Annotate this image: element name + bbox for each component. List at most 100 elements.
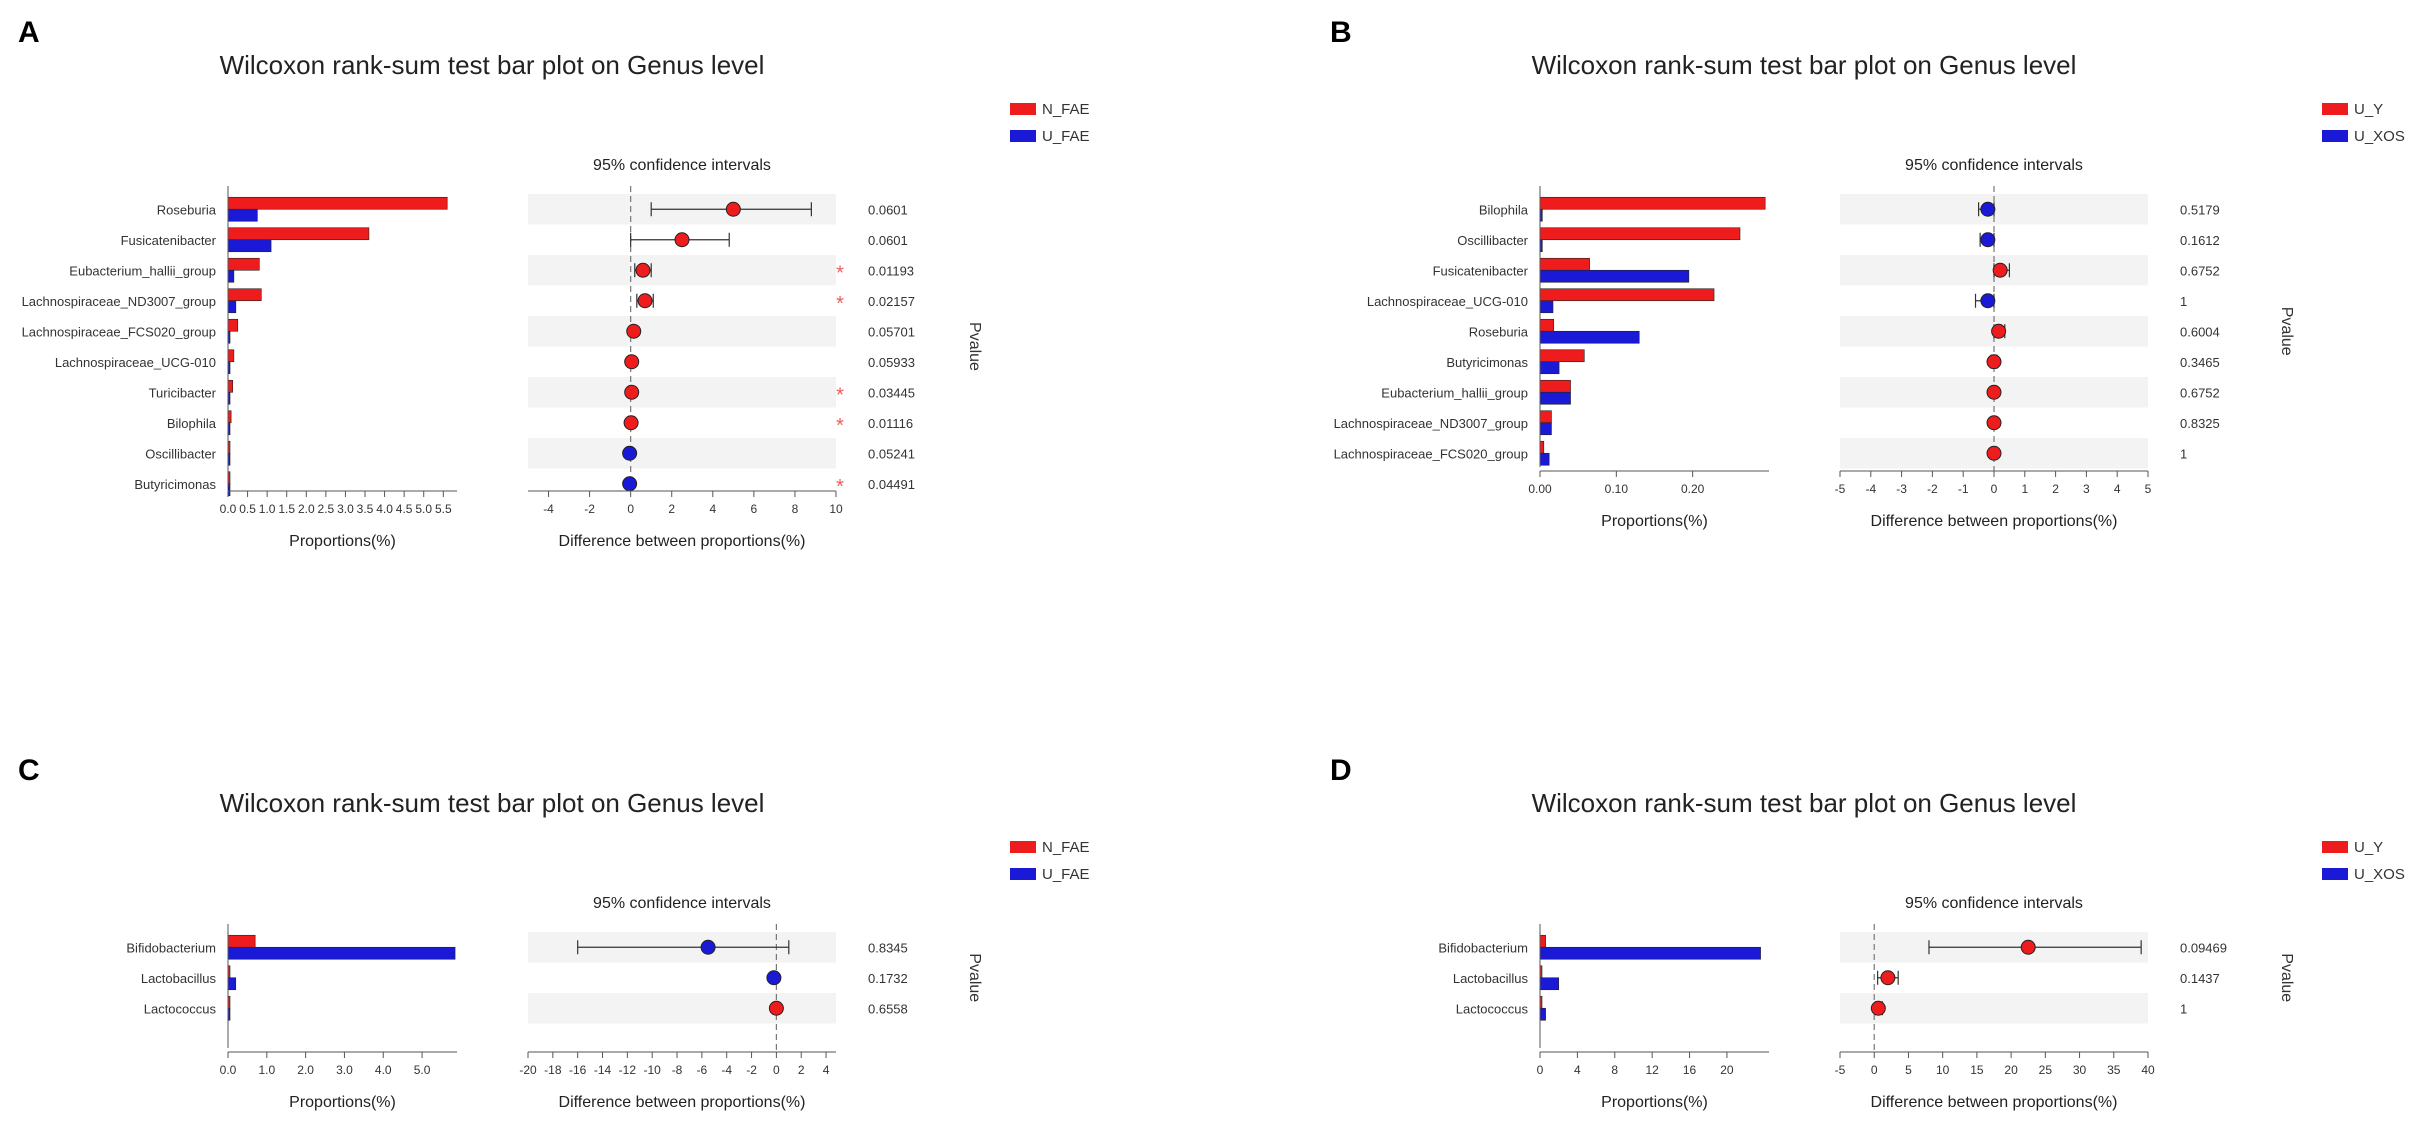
- significance-star: *: [836, 384, 844, 406]
- pvalue: 1: [2180, 446, 2187, 461]
- ci-title: 95% confidence intervals: [1905, 157, 2083, 174]
- proportion-tick-label: 16: [1683, 1063, 1697, 1077]
- legend-label: U_Y: [2354, 839, 2383, 856]
- bar: [227, 208, 258, 222]
- legend-swatch: [2322, 103, 2348, 115]
- difference-tick-label: 5: [1905, 1063, 1912, 1077]
- bar: [1539, 391, 1571, 405]
- proportion-tick-label: 0.10: [1605, 482, 1629, 496]
- difference-tick-label: -10: [644, 1063, 662, 1077]
- difference-tick-label: 2: [798, 1063, 805, 1077]
- difference-tick-label: 1: [2021, 482, 2028, 496]
- proportion-tick-label: 0.5: [239, 502, 256, 516]
- difference-tick-label: 30: [2073, 1063, 2087, 1077]
- difference-tick-label: 40: [2141, 1063, 2155, 1077]
- category-label: Butyricimonas: [134, 477, 216, 492]
- proportion-tick-label: 2.0: [297, 1063, 314, 1077]
- proportion-tick-label: 1.0: [259, 502, 276, 516]
- pvalue-axis-label: Pvalue: [966, 322, 983, 371]
- proportion-tick-label: 20: [1720, 1063, 1734, 1077]
- difference-axis-label: Difference between proportions(%): [559, 533, 806, 550]
- ci-point: [1986, 384, 2002, 400]
- pvalue: 0.01116: [868, 416, 913, 431]
- pvalue: 0.0601: [868, 202, 908, 217]
- pvalue-axis-label: Pvalue: [2278, 953, 2295, 1002]
- proportion-tick-label: 2.0: [298, 502, 315, 516]
- ci-point: [637, 293, 653, 309]
- ci-point: [1870, 1000, 1886, 1016]
- proportion-tick-label: 4.0: [375, 1063, 392, 1077]
- ci-point: [635, 262, 651, 278]
- proportion-tick-label: 2.5: [318, 502, 335, 516]
- chart-title: Wilcoxon rank-sum test bar plot on Genus…: [1532, 50, 2077, 80]
- legend-swatch: [2322, 841, 2348, 853]
- proportion-tick-label: 4.0: [376, 502, 393, 516]
- significance-star: *: [836, 415, 844, 437]
- ci-point: [622, 445, 638, 461]
- difference-tick-label: -1: [1958, 482, 1969, 496]
- category-label: Oscillibacter: [145, 446, 216, 461]
- legend-label: U_FAE: [1042, 128, 1090, 145]
- category-label: Lachnospiraceae_FCS020_group: [1334, 446, 1528, 461]
- bar: [227, 288, 262, 302]
- proportion-tick-label: 8: [1611, 1063, 1618, 1077]
- panel-label: A: [18, 16, 40, 49]
- pvalue-axis-label: Pvalue: [966, 953, 983, 1002]
- ci-point: [700, 939, 716, 955]
- legend-swatch: [1010, 841, 1036, 853]
- category-label: Eubacterium_hallii_group: [1381, 385, 1528, 400]
- pvalue: 0.02157: [868, 294, 915, 309]
- proportion-tick-label: 4: [1574, 1063, 1581, 1077]
- panel-label: C: [18, 754, 40, 787]
- significance-star: *: [836, 293, 844, 315]
- ci-point: [1991, 323, 2007, 339]
- pvalue: 1: [2180, 294, 2187, 309]
- ci-point: [1880, 970, 1896, 986]
- proportion-tick-label: 5.0: [415, 502, 432, 516]
- proportion-axis-label: Proportions(%): [1601, 513, 1708, 530]
- difference-tick-label: 10: [829, 502, 843, 516]
- bar: [227, 300, 237, 314]
- category-label: Bilophila: [1479, 202, 1529, 217]
- proportion-tick-label: 5.5: [435, 502, 452, 516]
- difference-tick-label: -8: [672, 1063, 683, 1077]
- bar: [227, 977, 237, 991]
- legend-label: U_XOS: [2354, 128, 2405, 145]
- category-label: Roseburia: [1469, 324, 1529, 339]
- proportion-tick-label: 4.5: [396, 502, 413, 516]
- category-label: Roseburia: [157, 202, 217, 217]
- bar: [1539, 1007, 1546, 1021]
- difference-tick-label: 35: [2107, 1063, 2121, 1077]
- difference-tick-label: 0: [1871, 1063, 1878, 1077]
- category-label: Lactococcus: [1456, 1001, 1529, 1016]
- difference-tick-label: -12: [619, 1063, 637, 1077]
- bar: [1539, 946, 1761, 960]
- bar: [227, 934, 256, 948]
- pvalue: 0.03445: [868, 385, 915, 400]
- bar: [1539, 977, 1559, 991]
- ci-point: [766, 970, 782, 986]
- difference-tick-label: 4: [823, 1063, 830, 1077]
- ci-row-stripe: [528, 255, 836, 286]
- ci-point: [626, 323, 642, 339]
- category-label: Turicibacter: [149, 385, 217, 400]
- bar: [1539, 227, 1741, 241]
- proportion-tick-label: 0.20: [1681, 482, 1705, 496]
- bar: [1539, 410, 1552, 424]
- bar: [1539, 440, 1545, 454]
- legend-label: N_FAE: [1042, 101, 1090, 118]
- bar: [1539, 288, 1715, 302]
- proportion-tick-label: 0.0: [220, 502, 237, 516]
- bar: [1539, 269, 1690, 283]
- difference-tick-label: 10: [1936, 1063, 1950, 1077]
- ci-row-stripe: [528, 993, 836, 1024]
- difference-axis-label: Difference between proportions(%): [1871, 513, 2118, 530]
- chart-title: Wilcoxon rank-sum test bar plot on Genus…: [1532, 788, 2077, 818]
- ci-point: [768, 1000, 784, 1016]
- legend-label: U_XOS: [2354, 866, 2405, 883]
- ci-point: [1986, 415, 2002, 431]
- category-label: Lachnospiraceae_FCS020_group: [22, 324, 216, 339]
- ci-point: [1992, 262, 2008, 278]
- category-label: Bifidobacterium: [1438, 940, 1528, 955]
